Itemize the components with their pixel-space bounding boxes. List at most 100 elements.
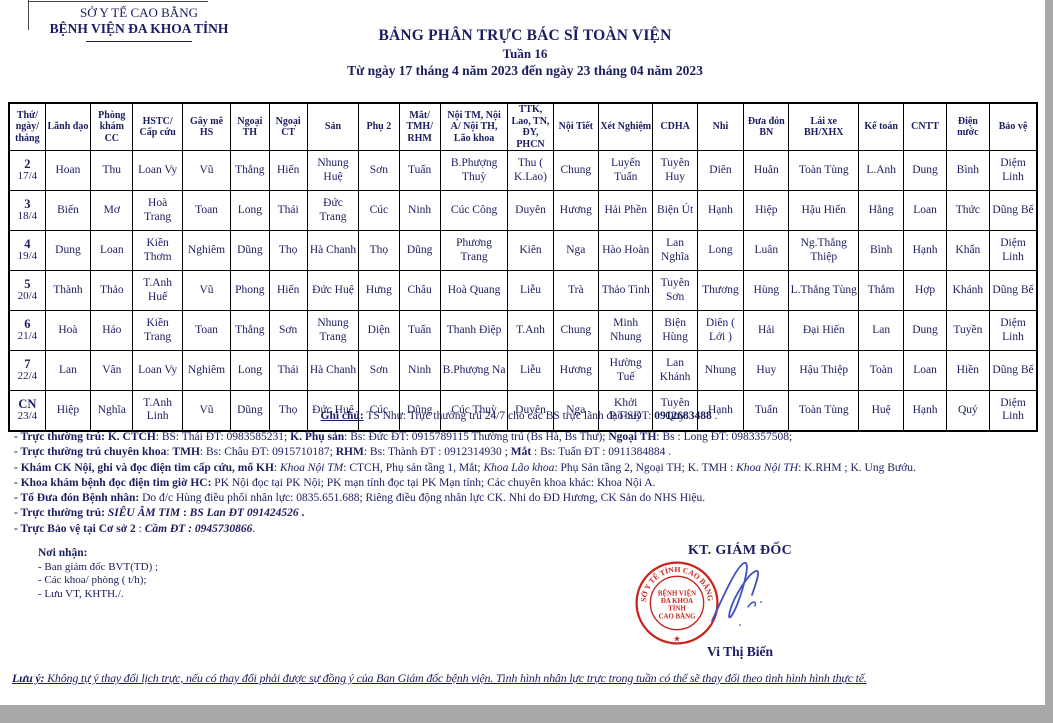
duty-cell: Duyên	[507, 190, 554, 231]
duty-cell: Tuyên Sơn	[652, 270, 698, 311]
duty-cell: Dung	[903, 310, 947, 351]
duty-cell: Nga	[552, 390, 600, 431]
duty-cell: Châu	[398, 270, 441, 311]
signature-block: KT. GIÁM ĐỐC SỞ Y TẾ TỈNH CAO BẰNG BỆNH …	[600, 543, 880, 659]
duty-cell: Thu ( K.Lao)	[507, 150, 554, 191]
duty-cell: Thọ	[268, 390, 308, 431]
duty-cell: Khẩn	[945, 230, 991, 271]
duty-cell: Thọ	[268, 230, 308, 271]
signature-scribble-icon	[711, 562, 762, 626]
duty-cell: Thu	[90, 150, 134, 191]
duty-cell: T.Anh	[507, 310, 554, 351]
duty-cell: Lan	[858, 310, 905, 351]
duty-cell: Bình	[858, 230, 905, 271]
duty-cell: Hiệp	[743, 190, 790, 231]
duty-cell: Dũng	[398, 390, 441, 431]
org-header: SỞ Y TẾ CAO BẰNG BỆNH VIỆN ĐA KHOA TỈNH	[30, 5, 248, 43]
duty-cell: Đại Hiến	[788, 310, 860, 351]
duty-cell: Dũng Bế	[989, 270, 1038, 311]
duty-cell: Dung	[44, 230, 92, 271]
duty-cell: Khánh	[945, 270, 991, 311]
notes-section: - Trực thường trú: K. CTCH: BS: Thái ĐT:…	[14, 430, 1040, 537]
day-cell: 3 18/4	[8, 190, 46, 231]
duty-cell: Nhung Trang	[306, 310, 360, 351]
duty-cell: Dũng Bế	[989, 350, 1038, 391]
duty-cell: Hậu Thiệp	[788, 350, 860, 391]
duty-cell: Nghiêm	[181, 230, 232, 271]
duty-cell: Bình	[945, 150, 991, 191]
duty-cell: Thanh Điệp	[439, 310, 509, 351]
duty-cell: Dũng	[230, 390, 270, 431]
duty-cell: Thái	[268, 350, 308, 391]
duty-cell: L.Anh	[858, 150, 905, 191]
duty-cell: Diện	[358, 310, 400, 351]
duty-cell: Hoà Quang	[439, 270, 509, 311]
duty-cell: Toan	[181, 190, 232, 231]
column-header: Thứ/ ngày/ tháng	[8, 102, 46, 151]
duty-cell: Kiền Trang	[132, 310, 183, 351]
column-header: Ngoại TH	[230, 102, 270, 151]
duty-cell: Nghĩa	[90, 390, 134, 431]
stamp-text: TỈNH	[668, 605, 686, 613]
day-number: CN	[18, 396, 37, 411]
column-header: TTK, Lao, TN, ĐY, PHCN	[507, 102, 554, 151]
duty-cell: T.Anh Linh	[132, 390, 183, 431]
duty-cell: Huân	[743, 150, 790, 191]
duty-cell: Diệm Linh	[989, 230, 1038, 271]
day-cell: 2 17/4	[8, 150, 46, 191]
duty-cell: Hùng	[743, 270, 790, 311]
duty-cell: Kiền Thơm	[132, 230, 183, 271]
duty-cell: Thương	[696, 270, 745, 311]
column-header: Phụ 2	[358, 102, 400, 151]
org-name-parent: SỞ Y TẾ CAO BẰNG	[80, 5, 198, 20]
doc-title-block: BẢNG PHÂN TRỰC BÁC SĨ TOÀN VIỆN Tuần 16 …	[255, 27, 795, 79]
note-line: - Tổ Đưa đón Bệnh nhân: Do đ/c Hùng điều…	[14, 492, 706, 505]
duty-cell: Ninh	[398, 350, 441, 391]
duty-cell: Vũ	[181, 390, 232, 431]
table-row: 7 22/4 Lan Vân Loan Vy Nghiêm Long Thái Hà Chanh…	[8, 350, 1038, 391]
duty-cell: Sơn	[358, 350, 400, 391]
duty-cell: Cúc	[358, 390, 400, 431]
duty-cell: Tuyên Quy	[652, 390, 698, 431]
duty-cell: Mơ	[90, 190, 134, 231]
table-row: 4 19/4 Dung Loan Kiền Thơm Nghiêm Dũng Thọ Hà Ch…	[8, 230, 1038, 271]
table-body: 2 17/4 Hoan Thu Loan Vy Vũ Thắng Hiến Nhung Huệ S…	[8, 150, 1038, 431]
duty-cell: Liễu	[507, 350, 554, 391]
day-number: 3	[24, 197, 31, 212]
duty-cell: Phong	[230, 270, 270, 311]
duty-cell: Huy	[743, 350, 790, 391]
duty-cell: Long	[230, 350, 270, 391]
table-row: 6 21/4 Hoà Háo Kiền Trang Toan Thắng Sơn Nhung T…	[8, 310, 1038, 351]
duty-cell: Nhung Huệ	[306, 150, 360, 191]
duty-cell: Diệm Linh	[989, 310, 1038, 351]
duty-cell: Thành	[44, 270, 92, 311]
duty-cell: Luyến Tuấn	[598, 150, 654, 191]
duty-cell: Hoà	[44, 310, 92, 351]
duty-cell: Vũ	[181, 270, 232, 311]
duty-cell: Hợp	[903, 270, 947, 311]
duty-cell: Dũng	[230, 230, 270, 271]
duty-cell: Hà Chanh	[306, 350, 360, 391]
duty-cell: Ng.Thắng Thiệp	[788, 230, 860, 271]
duty-cell: Lan	[44, 350, 92, 391]
day-number: 5	[24, 277, 31, 292]
duty-cell: Dũng Bế	[989, 190, 1038, 231]
duty-cell: Đức Huệ	[306, 390, 360, 431]
duty-cell: Biện Hùng	[652, 310, 698, 351]
column-header: CNTT	[903, 102, 947, 151]
duty-cell: Minh Nhung	[598, 310, 654, 351]
duty-cell: Thọ	[358, 230, 400, 271]
duty-cell: Diệm Linh	[989, 390, 1038, 431]
duty-cell: B.Phượng Thuỳ	[439, 150, 509, 191]
footer-warning: Lưu ý: Không tự ý thay đổi lịch trực, nế…	[12, 671, 867, 685]
duty-cell: Hải Phền	[598, 190, 654, 231]
recipient-item: - Ban giám đốc BVT(TD) ;	[38, 560, 159, 573]
day-number: 2	[24, 157, 31, 172]
duty-cell: Dung	[903, 150, 947, 191]
duty-cell: Hà Chanh	[306, 230, 360, 271]
duty-cell: Cúc Thuỳ	[439, 390, 509, 431]
duty-cell: Hạnh	[696, 190, 745, 231]
duty-cell: Đức Huệ	[306, 270, 360, 311]
duty-cell: Liễu	[507, 270, 554, 311]
duty-cell: Thắm	[858, 270, 905, 311]
